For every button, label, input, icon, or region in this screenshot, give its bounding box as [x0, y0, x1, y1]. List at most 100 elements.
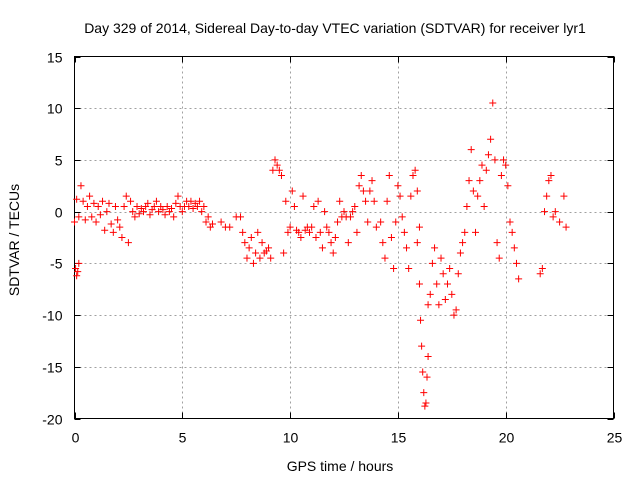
data-point [321, 208, 329, 216]
data-point [344, 239, 352, 247]
data-point [88, 213, 96, 221]
data-point [364, 218, 372, 226]
data-point [90, 199, 98, 207]
data-point [441, 296, 449, 304]
data-point [383, 197, 391, 205]
data-point [187, 197, 195, 205]
data-point [208, 220, 216, 228]
data-point [271, 156, 279, 164]
data-point [497, 171, 505, 179]
data-point [484, 151, 492, 159]
x-tick-label: 0 [72, 430, 80, 446]
data-point [407, 192, 415, 200]
data-point [463, 202, 471, 210]
data-point [256, 254, 264, 262]
data-point [351, 202, 359, 210]
y-tick-label: -10 [42, 308, 62, 324]
data-point [150, 202, 158, 210]
data-point [79, 197, 87, 205]
data-point [368, 177, 376, 185]
data-point [433, 280, 441, 288]
data-point [353, 228, 361, 236]
plot-frame [74, 56, 614, 419]
data-point [510, 244, 518, 252]
data-point [357, 171, 365, 179]
data-point [418, 342, 426, 350]
data-point [336, 197, 344, 205]
data-point [359, 187, 367, 195]
data-point [249, 259, 257, 267]
data-point [439, 270, 447, 278]
data-point [390, 265, 398, 273]
data-point [415, 223, 423, 231]
data-point [247, 234, 255, 241]
data-point [107, 220, 115, 228]
data-point [415, 280, 423, 288]
data-point [454, 270, 462, 278]
grid-lines [74, 56, 614, 419]
data-point [491, 156, 499, 164]
data-point [265, 244, 273, 252]
data-point [178, 208, 186, 216]
data-point [122, 192, 130, 200]
data-point [476, 177, 484, 185]
y-tick-label: 15 [47, 50, 63, 66]
data-point [346, 213, 354, 221]
data-point [431, 244, 439, 252]
data-point [116, 223, 124, 231]
data-point [139, 208, 147, 216]
data-point [241, 239, 249, 247]
data-point [461, 228, 469, 236]
data-point [127, 197, 135, 205]
data-point [284, 228, 292, 236]
data-point [185, 202, 193, 210]
data-point [267, 254, 275, 262]
data-point [456, 249, 464, 257]
data-point [413, 239, 421, 247]
data-point [193, 202, 201, 210]
data-point [196, 197, 204, 205]
data-point [81, 216, 89, 224]
data-point [435, 301, 443, 309]
data-point [493, 239, 501, 247]
data-point [299, 192, 307, 200]
y-axis-label: SDTVAR / TECUs [6, 184, 22, 296]
data-point [114, 216, 122, 224]
data-point [512, 259, 520, 267]
data-point [495, 254, 503, 262]
data-point [323, 223, 331, 231]
data-point [254, 228, 262, 236]
chart-title: Day 329 of 2014, Sidereal Day-to-day VTE… [84, 20, 586, 36]
data-point [428, 259, 436, 267]
data-point [273, 161, 281, 169]
data-point [502, 161, 510, 169]
data-point [487, 135, 495, 143]
data-point [411, 166, 419, 174]
data-point [385, 171, 393, 179]
data-point [421, 402, 429, 410]
data-point [362, 197, 370, 205]
data-point [316, 228, 324, 236]
data-point [420, 389, 428, 397]
data-point [163, 202, 171, 210]
data-point [422, 399, 430, 407]
data-point [252, 249, 260, 257]
data-point [239, 228, 247, 236]
data-point [423, 373, 431, 381]
data-point [120, 202, 128, 210]
data-point [118, 234, 126, 241]
y-tick-label: 10 [47, 101, 63, 117]
data-point [506, 218, 514, 226]
data-point [310, 202, 318, 210]
x-tick-label: 15 [391, 430, 407, 446]
data-point [329, 249, 337, 257]
x-tick-label: 20 [499, 430, 515, 446]
data-point [547, 171, 555, 179]
data-point [75, 213, 83, 221]
data-point [71, 218, 78, 226]
data-point [489, 99, 497, 107]
data-point [308, 223, 316, 231]
data-point [101, 226, 109, 234]
data-point [288, 187, 296, 195]
data-point [297, 234, 305, 241]
